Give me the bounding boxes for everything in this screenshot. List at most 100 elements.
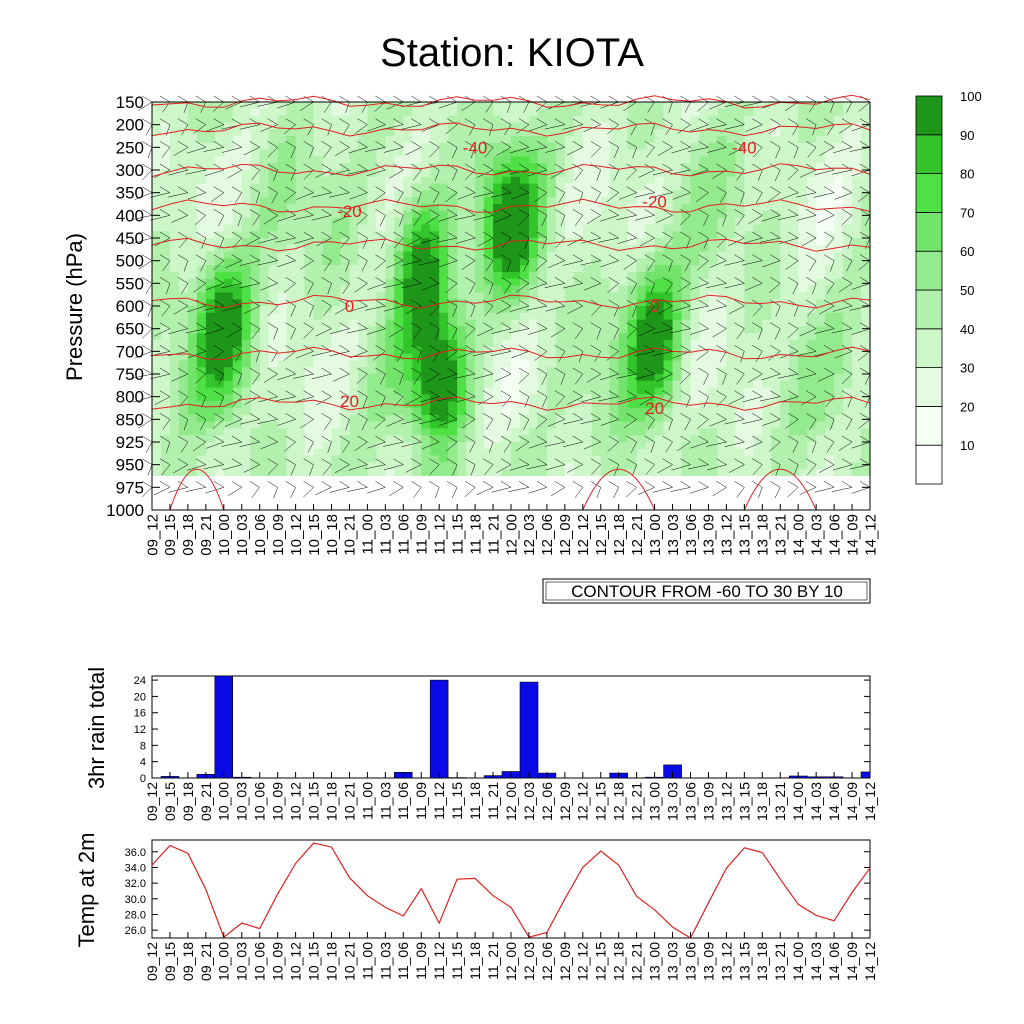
fill-cell — [528, 442, 539, 450]
fill-cell — [376, 333, 386, 341]
fill-cell — [241, 340, 252, 348]
fill-cell — [205, 115, 216, 123]
fill-cell — [600, 224, 611, 232]
fill-cell — [439, 503, 449, 511]
fill-cell — [152, 108, 162, 117]
fill-cell — [672, 394, 683, 402]
fill-cell — [735, 299, 745, 307]
fill-cell — [457, 285, 467, 293]
fill-cell — [493, 455, 503, 463]
fill-cell — [708, 285, 719, 293]
fill-cell — [825, 326, 835, 334]
fill-cell — [493, 360, 503, 368]
fill-cell — [349, 482, 360, 491]
fill-cell — [196, 319, 207, 327]
fill-cell — [708, 265, 719, 273]
fill-cell — [232, 428, 243, 436]
fill-cell — [618, 170, 629, 178]
fill-cell — [403, 122, 413, 130]
fill-cell — [591, 251, 602, 259]
fill-cell — [358, 129, 368, 137]
fill-cell — [780, 367, 790, 375]
fill-cell — [636, 299, 647, 307]
fill-cell — [178, 115, 189, 123]
fill-cell — [852, 448, 862, 457]
fill-cell — [807, 360, 817, 368]
fill-cell — [681, 285, 692, 293]
fill-cell — [286, 401, 297, 409]
fill-cell — [690, 272, 701, 280]
fill-cell — [537, 156, 548, 164]
fill-cell — [421, 435, 431, 443]
fill-cell — [403, 428, 413, 436]
fill-cell — [843, 142, 853, 151]
fill-cell — [582, 455, 593, 463]
fill-cell — [843, 374, 853, 382]
fill-cell — [627, 442, 638, 450]
fill-cell — [439, 469, 449, 477]
fill-cell — [223, 258, 234, 266]
fill-cell — [825, 149, 835, 157]
fill-cell — [708, 401, 719, 409]
fill-cell — [564, 190, 575, 198]
fill-cell — [160, 299, 171, 307]
fill-cell — [735, 380, 745, 389]
fill-cell — [322, 183, 333, 191]
fill-cell — [798, 224, 808, 232]
fill-cell — [717, 326, 727, 334]
wind-barb-flag — [141, 390, 153, 397]
fill-cell — [367, 197, 377, 205]
fill-cell — [376, 299, 386, 307]
fill-cell — [493, 448, 503, 457]
fill-cell — [421, 292, 431, 300]
fill-cell — [169, 197, 180, 205]
fill-cell — [376, 142, 386, 151]
fill-cell — [160, 360, 171, 368]
fill-cell — [187, 503, 198, 511]
fill-cell — [546, 204, 557, 212]
fill-cell — [340, 306, 351, 314]
fill-cell — [502, 346, 512, 355]
fill-cell — [627, 102, 638, 110]
fill-cell — [448, 482, 458, 491]
fill-cell — [259, 367, 270, 375]
fill-cell — [519, 258, 530, 266]
wind-barb — [173, 147, 189, 156]
fill-cell — [313, 340, 324, 348]
fill-cell — [484, 292, 494, 300]
fill-cell — [286, 231, 297, 239]
fill-cell — [852, 340, 862, 348]
fill-cell — [376, 204, 386, 212]
fill-cell — [834, 224, 844, 232]
fill-cell — [196, 435, 207, 443]
fill-cell — [331, 469, 342, 477]
fill-cell — [331, 387, 342, 395]
wind-barb-flag — [177, 254, 189, 261]
fill-cell — [564, 401, 575, 409]
fill-cell — [636, 231, 647, 239]
fill-cell — [798, 380, 808, 389]
fill-cell — [825, 448, 835, 457]
fill-cell — [636, 224, 647, 232]
fill-cell — [169, 353, 180, 361]
fill-cell — [636, 170, 647, 178]
fill-cell — [412, 421, 422, 429]
fill-cell — [843, 421, 853, 429]
fill-cell — [861, 353, 871, 361]
fill-cell — [322, 374, 333, 382]
fill-cell — [160, 469, 171, 477]
fill-cell — [187, 299, 198, 307]
fill-cell — [807, 122, 817, 130]
fill-cell — [852, 360, 862, 368]
fill-cell — [223, 238, 234, 246]
fill-cell — [708, 462, 719, 470]
fill-cell — [493, 482, 503, 491]
fill-cell — [313, 299, 324, 307]
fill-cell — [735, 170, 745, 178]
fill-cell — [439, 176, 449, 185]
wind-barb-flag — [159, 481, 171, 488]
fill-cell — [654, 149, 665, 157]
fill-cell — [573, 265, 584, 273]
fill-cell — [519, 319, 530, 327]
fill-cell — [457, 387, 467, 395]
